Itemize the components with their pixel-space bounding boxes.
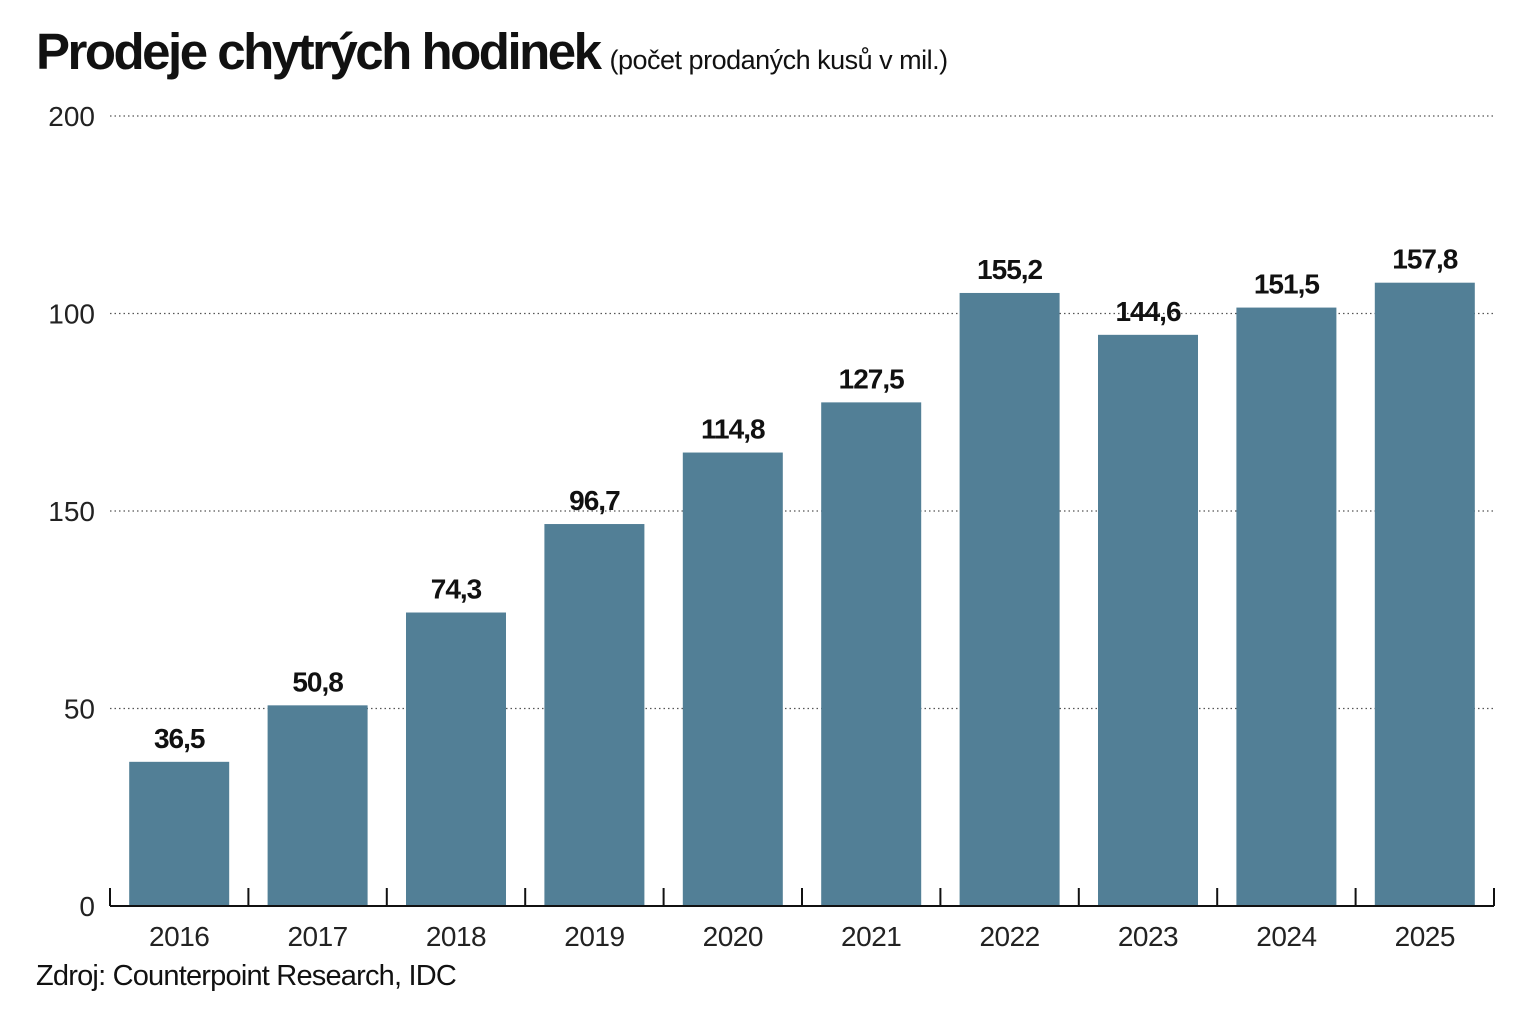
data-label: 157,8 bbox=[1392, 244, 1457, 275]
y-tick-label: 150 bbox=[48, 496, 95, 527]
y-tick-label: 50 bbox=[64, 694, 95, 725]
x-tick-label: 2025 bbox=[1395, 921, 1455, 952]
data-label: 96,7 bbox=[569, 485, 620, 516]
data-label: 74,3 bbox=[431, 574, 482, 605]
x-tick-label: 2022 bbox=[979, 921, 1039, 952]
y-tick-label: 200 bbox=[48, 101, 95, 132]
x-tick-label: 2024 bbox=[1256, 921, 1316, 952]
bar bbox=[406, 612, 506, 906]
x-tick-label: 2023 bbox=[1118, 921, 1178, 952]
bar bbox=[821, 402, 922, 906]
bar bbox=[682, 452, 783, 906]
bar bbox=[1374, 282, 1475, 906]
y-tick-label: 0 bbox=[79, 891, 95, 922]
bars bbox=[129, 282, 1475, 907]
data-label: 155,2 bbox=[977, 254, 1042, 285]
bar bbox=[267, 705, 368, 906]
x-tick-label: 2017 bbox=[287, 921, 347, 952]
source-note: Zdroj: Counterpoint Research, IDC bbox=[36, 960, 457, 992]
labels: 0 50 150 100 200 36,5 2016 50,8 2017 74,3 2018 96,7… bbox=[48, 101, 1458, 952]
data-label: 127,5 bbox=[839, 363, 904, 394]
x-tick-label: 2019 bbox=[564, 921, 624, 952]
data-label: 144,6 bbox=[1115, 296, 1180, 327]
bar bbox=[544, 524, 645, 906]
bar bbox=[959, 292, 1060, 907]
x-tick-label: 2021 bbox=[841, 921, 901, 952]
x-tick-label: 2016 bbox=[149, 921, 209, 952]
data-label: 50,8 bbox=[292, 666, 343, 697]
x-axis bbox=[109, 888, 1495, 907]
y-tick-label: 100 bbox=[48, 299, 95, 330]
data-label: 151,5 bbox=[1254, 269, 1319, 300]
x-tick-label: 2018 bbox=[426, 921, 486, 952]
x-tick-label: 2020 bbox=[703, 921, 763, 952]
chart-subtitle: (počet prodaných kusů v mil.) bbox=[609, 45, 949, 75]
data-label: 36,5 bbox=[154, 723, 205, 754]
bar bbox=[129, 761, 230, 906]
data-label: 114,8 bbox=[701, 414, 765, 445]
chart-header: Prodeje chytrých hodinek (počet prodaných… bbox=[36, 22, 948, 86]
bar bbox=[1098, 334, 1198, 907]
bar bbox=[1236, 307, 1337, 906]
chart-title: Prodeje chytrých hodinek bbox=[36, 23, 602, 80]
